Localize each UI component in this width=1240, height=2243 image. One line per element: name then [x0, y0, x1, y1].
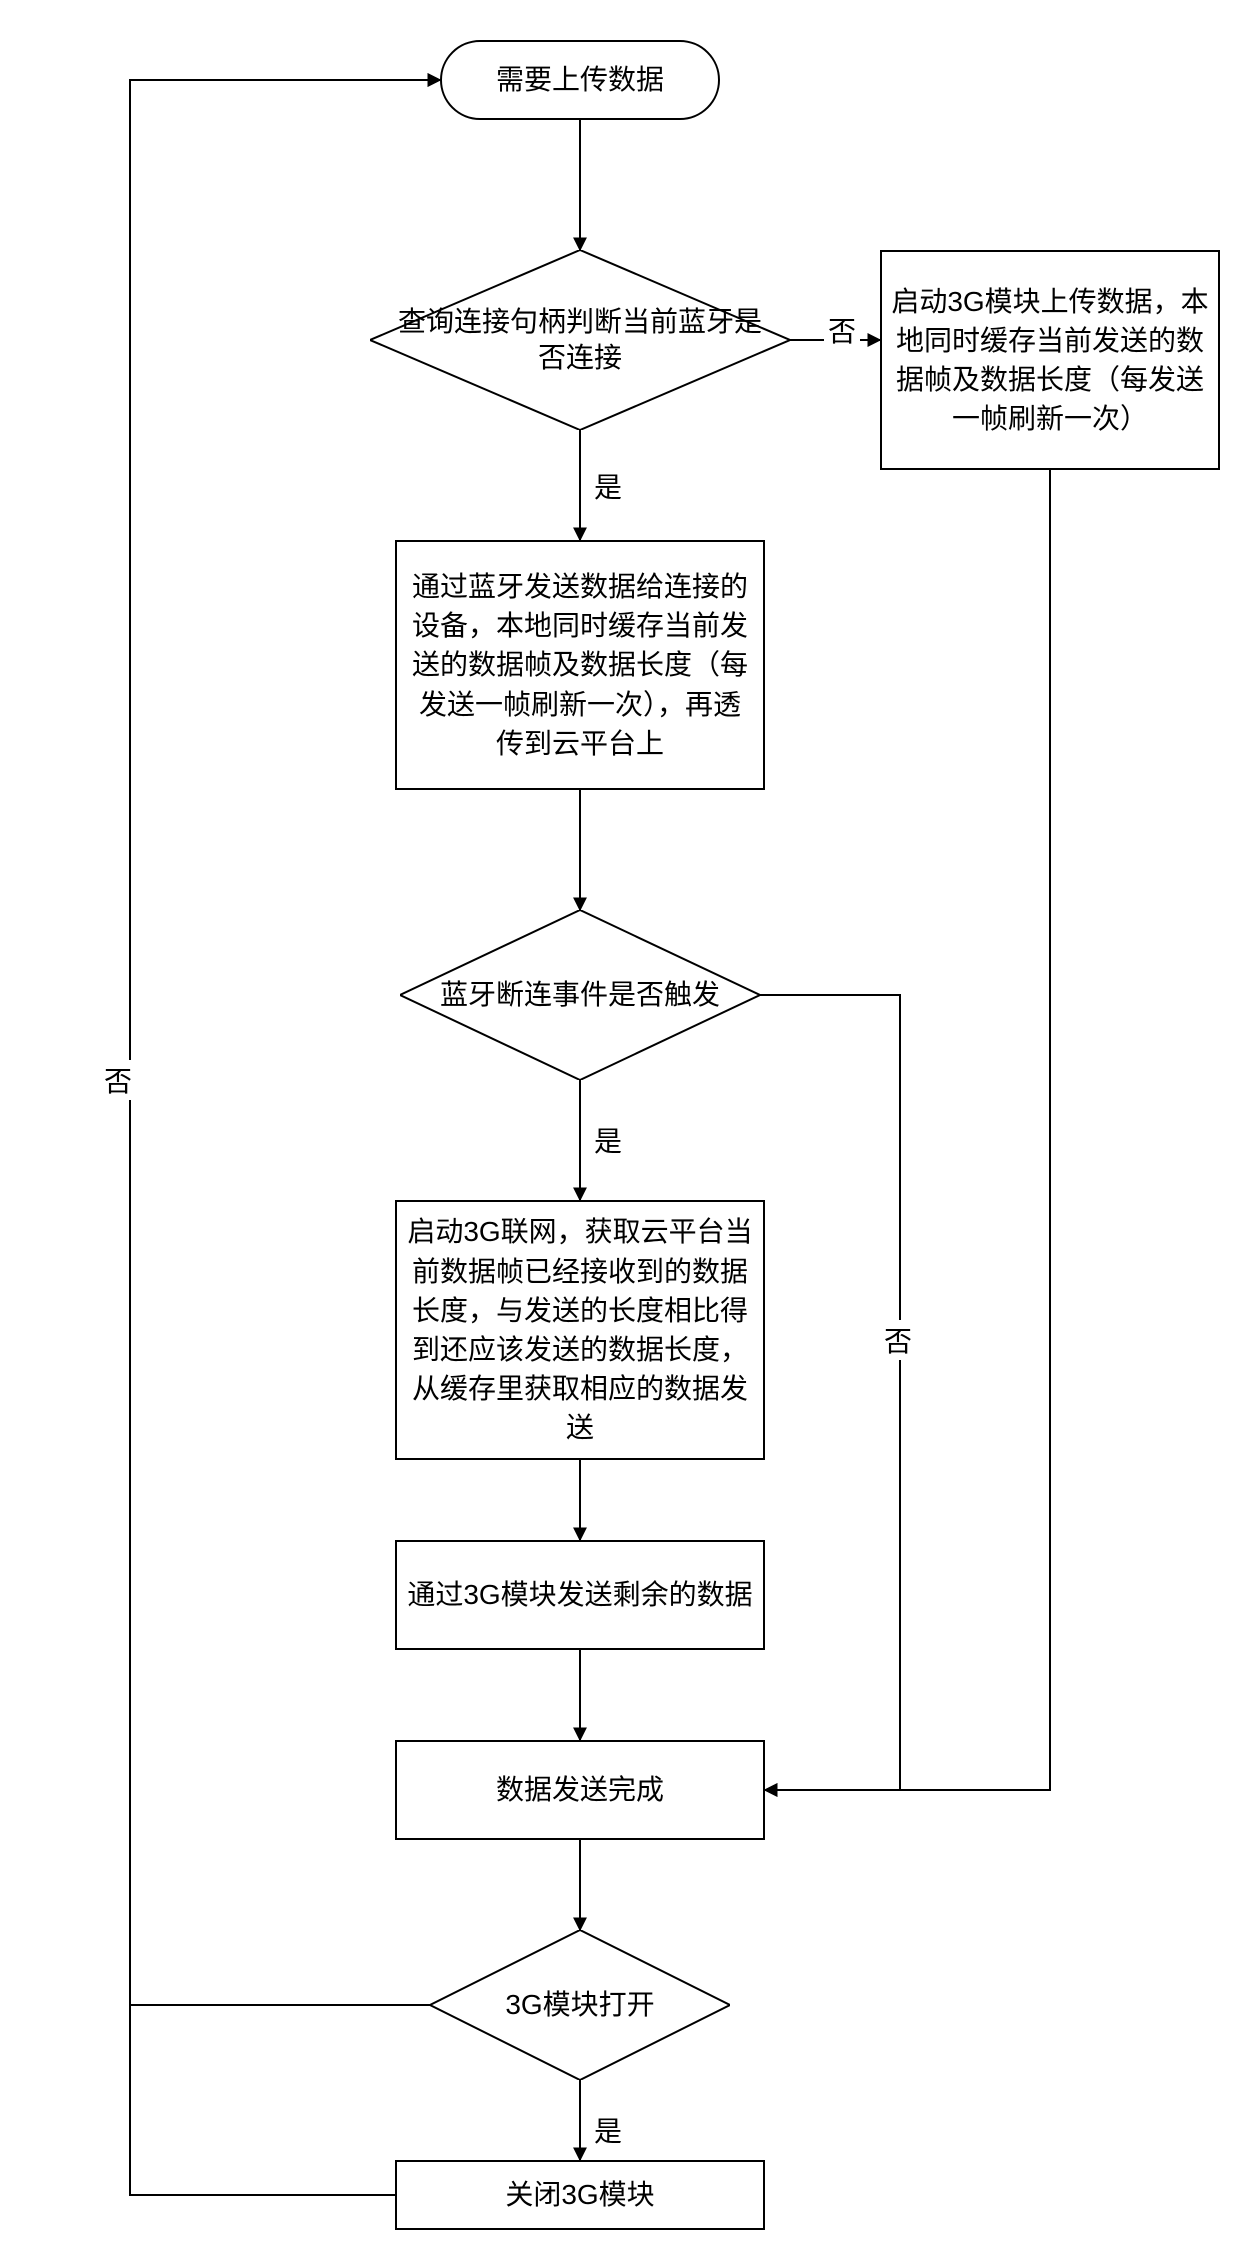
node-p-right-text: 启动3G模块上传数据，本地同时缓存当前发送的数据帧及数据长度（每发送一帧刷新一次… [890, 282, 1210, 439]
label-d2-yes: 是 [590, 1120, 626, 1160]
label-d2-no-text: 否 [884, 1326, 912, 1357]
label-d3-yes: 是 [590, 2110, 626, 2150]
node-d2-text: 蓝牙断连事件是否触发 [440, 977, 720, 1013]
node-p-bt-text: 通过蓝牙发送数据给连接的设备，本地同时缓存当前发送的数据帧及数据长度（每发送一帧… [407, 567, 753, 763]
label-d1-yes-text: 是 [594, 472, 622, 503]
node-p-close: 关闭3G模块 [395, 2160, 765, 2230]
label-d3-no: 否 [100, 1060, 136, 1100]
node-start: 需要上传数据 [440, 40, 720, 120]
node-p-3g-text: 启动3G联网，获取云平台当前数据帧已经接收到的数据长度，与发送的长度相比得到还应… [407, 1212, 753, 1447]
label-d3-yes-text: 是 [594, 2116, 622, 2147]
label-d2-no: 否 [880, 1320, 916, 1360]
node-p-bt: 通过蓝牙发送数据给连接的设备，本地同时缓存当前发送的数据帧及数据长度（每发送一帧… [395, 540, 765, 790]
label-d3-no-text: 否 [104, 1066, 132, 1097]
label-d1-yes: 是 [590, 466, 626, 506]
node-p-done-text: 数据发送完成 [496, 1770, 664, 1809]
node-d3-text: 3G模块打开 [505, 1987, 654, 2023]
node-d1-text: 查询连接句柄判断当前蓝牙是否连接 [398, 304, 762, 377]
node-d1: 查询连接句柄判断当前蓝牙是否连接 [370, 250, 790, 430]
node-start-text: 需要上传数据 [496, 60, 664, 99]
label-d1-no: 否 [824, 310, 860, 350]
edge-pright-done [765, 470, 1050, 1790]
label-d1-no-text: 否 [828, 316, 856, 347]
node-d3: 3G模块打开 [430, 1930, 730, 2080]
node-d2: 蓝牙断连事件是否触发 [400, 910, 760, 1080]
node-p-send: 通过3G模块发送剩余的数据 [395, 1540, 765, 1650]
edge-d2-no [760, 995, 900, 1790]
node-p-send-text: 通过3G模块发送剩余的数据 [407, 1575, 752, 1614]
node-p-close-text: 关闭3G模块 [505, 2175, 654, 2214]
node-p-done: 数据发送完成 [395, 1740, 765, 1840]
node-p-3g: 启动3G联网，获取云平台当前数据帧已经接收到的数据长度，与发送的长度相比得到还应… [395, 1200, 765, 1460]
node-p-right: 启动3G模块上传数据，本地同时缓存当前发送的数据帧及数据长度（每发送一帧刷新一次… [880, 250, 1220, 470]
label-d2-yes-text: 是 [594, 1126, 622, 1157]
flowchart-canvas: 需要上传数据 查询连接句柄判断当前蓝牙是否连接 启动3G模块上传数据，本地同时缓… [0, 0, 1240, 2243]
